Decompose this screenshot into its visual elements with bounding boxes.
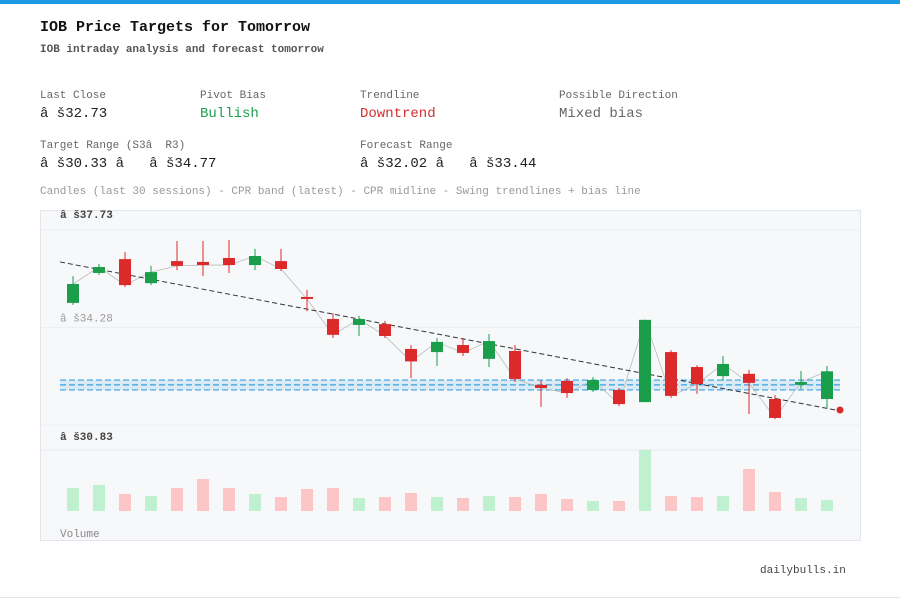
volume-bar: [405, 493, 417, 511]
bias-point: [836, 406, 844, 414]
volume-bar: [795, 498, 807, 511]
volume-bar: [717, 496, 729, 511]
volume-bar: [93, 485, 105, 511]
candle-body: [717, 363, 729, 377]
candle-body: [483, 341, 495, 359]
volume-bar: [587, 501, 599, 511]
volume-bar: [119, 494, 131, 511]
stat-value: â š32.73: [40, 106, 108, 122]
volume-bar: [613, 501, 625, 511]
volume-label: Volume: [60, 529, 100, 541]
volume-bar: [353, 498, 365, 511]
stat-label: Last Close: [40, 90, 107, 102]
candle-body: [795, 382, 807, 385]
volume-bar: [379, 497, 391, 511]
stat-label: Possible Direction: [559, 90, 678, 102]
volume-bar: [275, 497, 287, 511]
bottom-line: [0, 597, 900, 598]
volume-bar: [171, 488, 183, 511]
volume-bar: [535, 494, 547, 511]
stat-value: â š30.33 â â š34.77: [40, 156, 217, 172]
candle-body: [171, 261, 183, 266]
candle-body: [119, 259, 131, 286]
stat-label: Forecast Range: [360, 140, 453, 152]
trendline: [59, 261, 841, 412]
candle-body: [821, 371, 833, 399]
candle-body: [639, 319, 651, 403]
candle-body: [249, 256, 261, 266]
candle-body: [431, 341, 443, 353]
volume-bar: [67, 488, 79, 511]
chart-panel: [40, 210, 861, 541]
volume-bar: [639, 450, 651, 511]
candle-body: [743, 373, 755, 383]
candle-body: [587, 380, 599, 390]
stat-label: Target Range (S3â R3): [40, 140, 186, 152]
volume-bar: [145, 496, 157, 511]
page-title: IOB Price Targets for Tomorrow: [40, 19, 311, 36]
candle-body: [561, 380, 573, 394]
y-tick-label: â š37.73: [60, 210, 113, 222]
y-tick-label: â š34.28: [60, 314, 113, 326]
stat-label: Trendline: [360, 90, 420, 102]
y-tick-label: â š30.83: [60, 432, 113, 444]
volume-bar: [431, 497, 443, 511]
candle-body: [93, 267, 105, 273]
candle-body: [197, 261, 209, 266]
volume-bar: [327, 488, 339, 511]
chart-caption: Candles (last 30 sessions) - CPR band (l…: [40, 186, 641, 198]
volume-bar: [483, 496, 495, 511]
stat-value: â š32.02 â â š33.44: [360, 156, 537, 172]
candle-body: [145, 272, 157, 284]
candle-body: [405, 348, 417, 362]
stat-value: Bullish: [200, 106, 259, 122]
volume-bar: [743, 469, 755, 511]
candle-body: [327, 319, 339, 335]
volume-bar: [691, 497, 703, 511]
candle-body: [223, 257, 235, 266]
candle-body: [509, 350, 521, 379]
page-subtitle: IOB intraday analysis and forecast tomor…: [40, 44, 324, 56]
top-bar: [0, 0, 900, 4]
candle-body: [535, 384, 547, 388]
volume-bar: [457, 498, 469, 511]
volume-bar: [821, 500, 833, 511]
candle-body: [275, 261, 287, 269]
stat-label: Pivot Bias: [200, 90, 267, 102]
candle-body: [613, 389, 625, 405]
candle-body: [665, 352, 677, 396]
candle-body: [379, 324, 391, 336]
volume-bar: [665, 496, 677, 511]
candle-body: [769, 399, 781, 418]
candle-body: [457, 345, 469, 353]
footer: dailybulls.in: [760, 565, 846, 577]
volume-bar: [509, 497, 521, 511]
volume-bar: [561, 499, 573, 511]
volume-bar: [197, 479, 209, 511]
candle-body: [67, 283, 79, 303]
volume-bar: [301, 489, 313, 511]
volume-bar: [249, 494, 261, 511]
candle-body: [691, 367, 703, 385]
candle-body: [353, 319, 365, 325]
stat-value: Mixed bias: [559, 106, 644, 122]
stat-value: Downtrend: [360, 106, 436, 122]
volume-bar: [769, 492, 781, 511]
volume-bar: [223, 488, 235, 511]
candle-body: [301, 296, 313, 299]
